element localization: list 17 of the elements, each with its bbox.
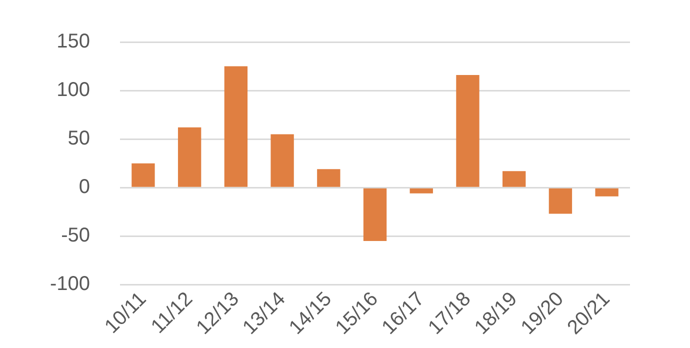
bar xyxy=(224,66,248,187)
y-tick-label: -50 xyxy=(61,224,90,247)
bar xyxy=(363,188,387,241)
y-tick-label: -100 xyxy=(50,273,90,296)
bar xyxy=(270,134,294,187)
bar xyxy=(456,75,480,187)
bar xyxy=(410,188,433,194)
bar xyxy=(317,169,340,187)
bar xyxy=(132,163,155,187)
bar xyxy=(595,188,618,196)
y-tick-label: 100 xyxy=(56,79,90,102)
y-tick-label: 150 xyxy=(56,30,90,53)
bar xyxy=(548,188,572,214)
bar xyxy=(502,171,526,187)
y-tick-label: 50 xyxy=(68,128,90,150)
bar xyxy=(178,127,202,187)
y-tick-label: 0 xyxy=(78,176,90,198)
